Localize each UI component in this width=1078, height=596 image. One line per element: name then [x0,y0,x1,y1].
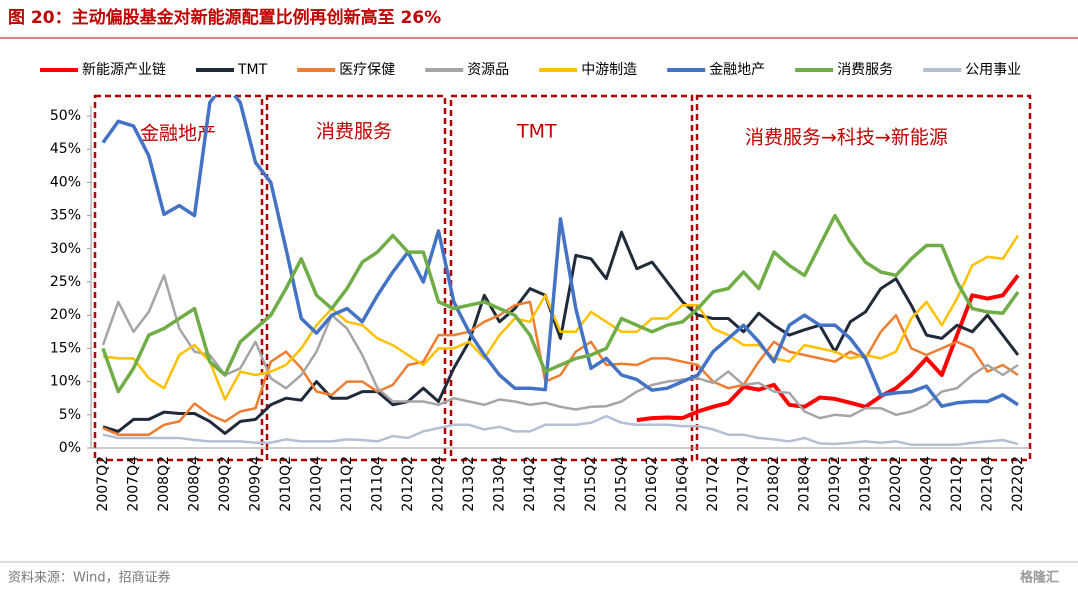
watermark: 格隆汇 [1020,570,1059,586]
x-tick-label: 2014Q2 [522,456,538,512]
x-tick-label: 2009Q4 [248,456,264,512]
x-tick-label: 2008Q2 [156,456,172,512]
x-tick-label: 2020Q4 [919,456,935,512]
x-tick-label: 2020Q2 [888,456,904,512]
x-tick-label: 2018Q4 [797,456,813,512]
x-tick-label: 2008Q4 [187,456,203,512]
y-tick-label: 0% [59,440,81,456]
x-tick-label: 2021Q2 [949,456,965,512]
y-tick-label: 10% [50,374,81,390]
y-tick-label: 15% [50,340,81,356]
y-tick-label: 45% [50,141,81,157]
annotation: 金融地产 [140,123,216,145]
x-tick-label: 2022Q2 [1010,456,1026,512]
x-tick-label: 2019Q2 [827,456,843,512]
series-line [101,274,1019,420]
x-tick-label: 2007Q2 [95,456,111,512]
annotation-box [695,94,1032,462]
x-tick-label: 2009Q2 [217,456,233,512]
x-tick-label: 2015Q4 [614,456,630,512]
legend-label: 医疗保健 [339,62,395,78]
series-line [101,213,1020,394]
x-tick-label: 2011Q4 [370,456,386,512]
y-tick-label: 40% [50,174,81,190]
x-tick-label: 2007Q4 [126,456,142,512]
legend-label: 资源品 [467,62,509,78]
legend-label: TMT [237,62,268,78]
annotation: TMT [516,121,557,143]
x-tick-label: 2013Q4 [492,456,508,512]
x-tick-label: 2016Q2 [644,456,660,512]
annotation: 消费服务→科技→新能源 [745,127,948,149]
x-tick-label: 2015Q2 [583,456,599,512]
x-tick-label: 2010Q2 [278,456,294,512]
x-tick-label: 2014Q4 [553,456,569,512]
annotation: 消费服务 [316,121,392,143]
legend-label: 金融地产 [709,62,765,78]
series-line [102,230,1020,435]
chart-title: 图 20：主动偏股基金对新能源配置比例再创新高至 26% [8,7,441,28]
x-tick-label: 2010Q4 [309,456,325,512]
x-tick-label: 2018Q2 [766,456,782,512]
legend-label: 公用事业 [965,62,1021,78]
annotation-box [449,94,694,462]
series-line [102,234,1020,401]
x-tick-label: 2013Q2 [461,456,477,512]
x-tick-label: 2016Q4 [675,456,691,512]
x-tick-label: 2021Q4 [980,456,996,512]
source: 资料来源：Wind，招商证券 [8,570,171,586]
y-tick-label: 35% [50,208,81,224]
x-tick-label: 2012Q2 [400,456,416,512]
plot [101,96,1020,446]
legend-label: 消费服务 [837,62,893,78]
y-tick-label: 5% [59,407,81,423]
legend-label: 新能源产业链 [82,62,166,78]
series-line [102,414,1019,446]
x-tick-label: 2011Q2 [339,456,355,512]
x-tick-label: 2019Q4 [858,456,874,512]
legend-label: 中游制造 [581,62,637,78]
x-tick-label: 2012Q4 [431,456,447,512]
y-tick-label: 20% [50,307,81,323]
x-tick-label: 2017Q4 [736,456,752,512]
annotation-box [93,94,264,462]
annotation-box [265,94,447,462]
x-tick-label: 2017Q2 [705,456,721,512]
y-tick-label: 30% [50,241,81,257]
series-line [101,96,1019,408]
y-tick-label: 50% [50,108,81,124]
y-tick-label: 25% [50,274,81,290]
series-line [636,274,1020,423]
